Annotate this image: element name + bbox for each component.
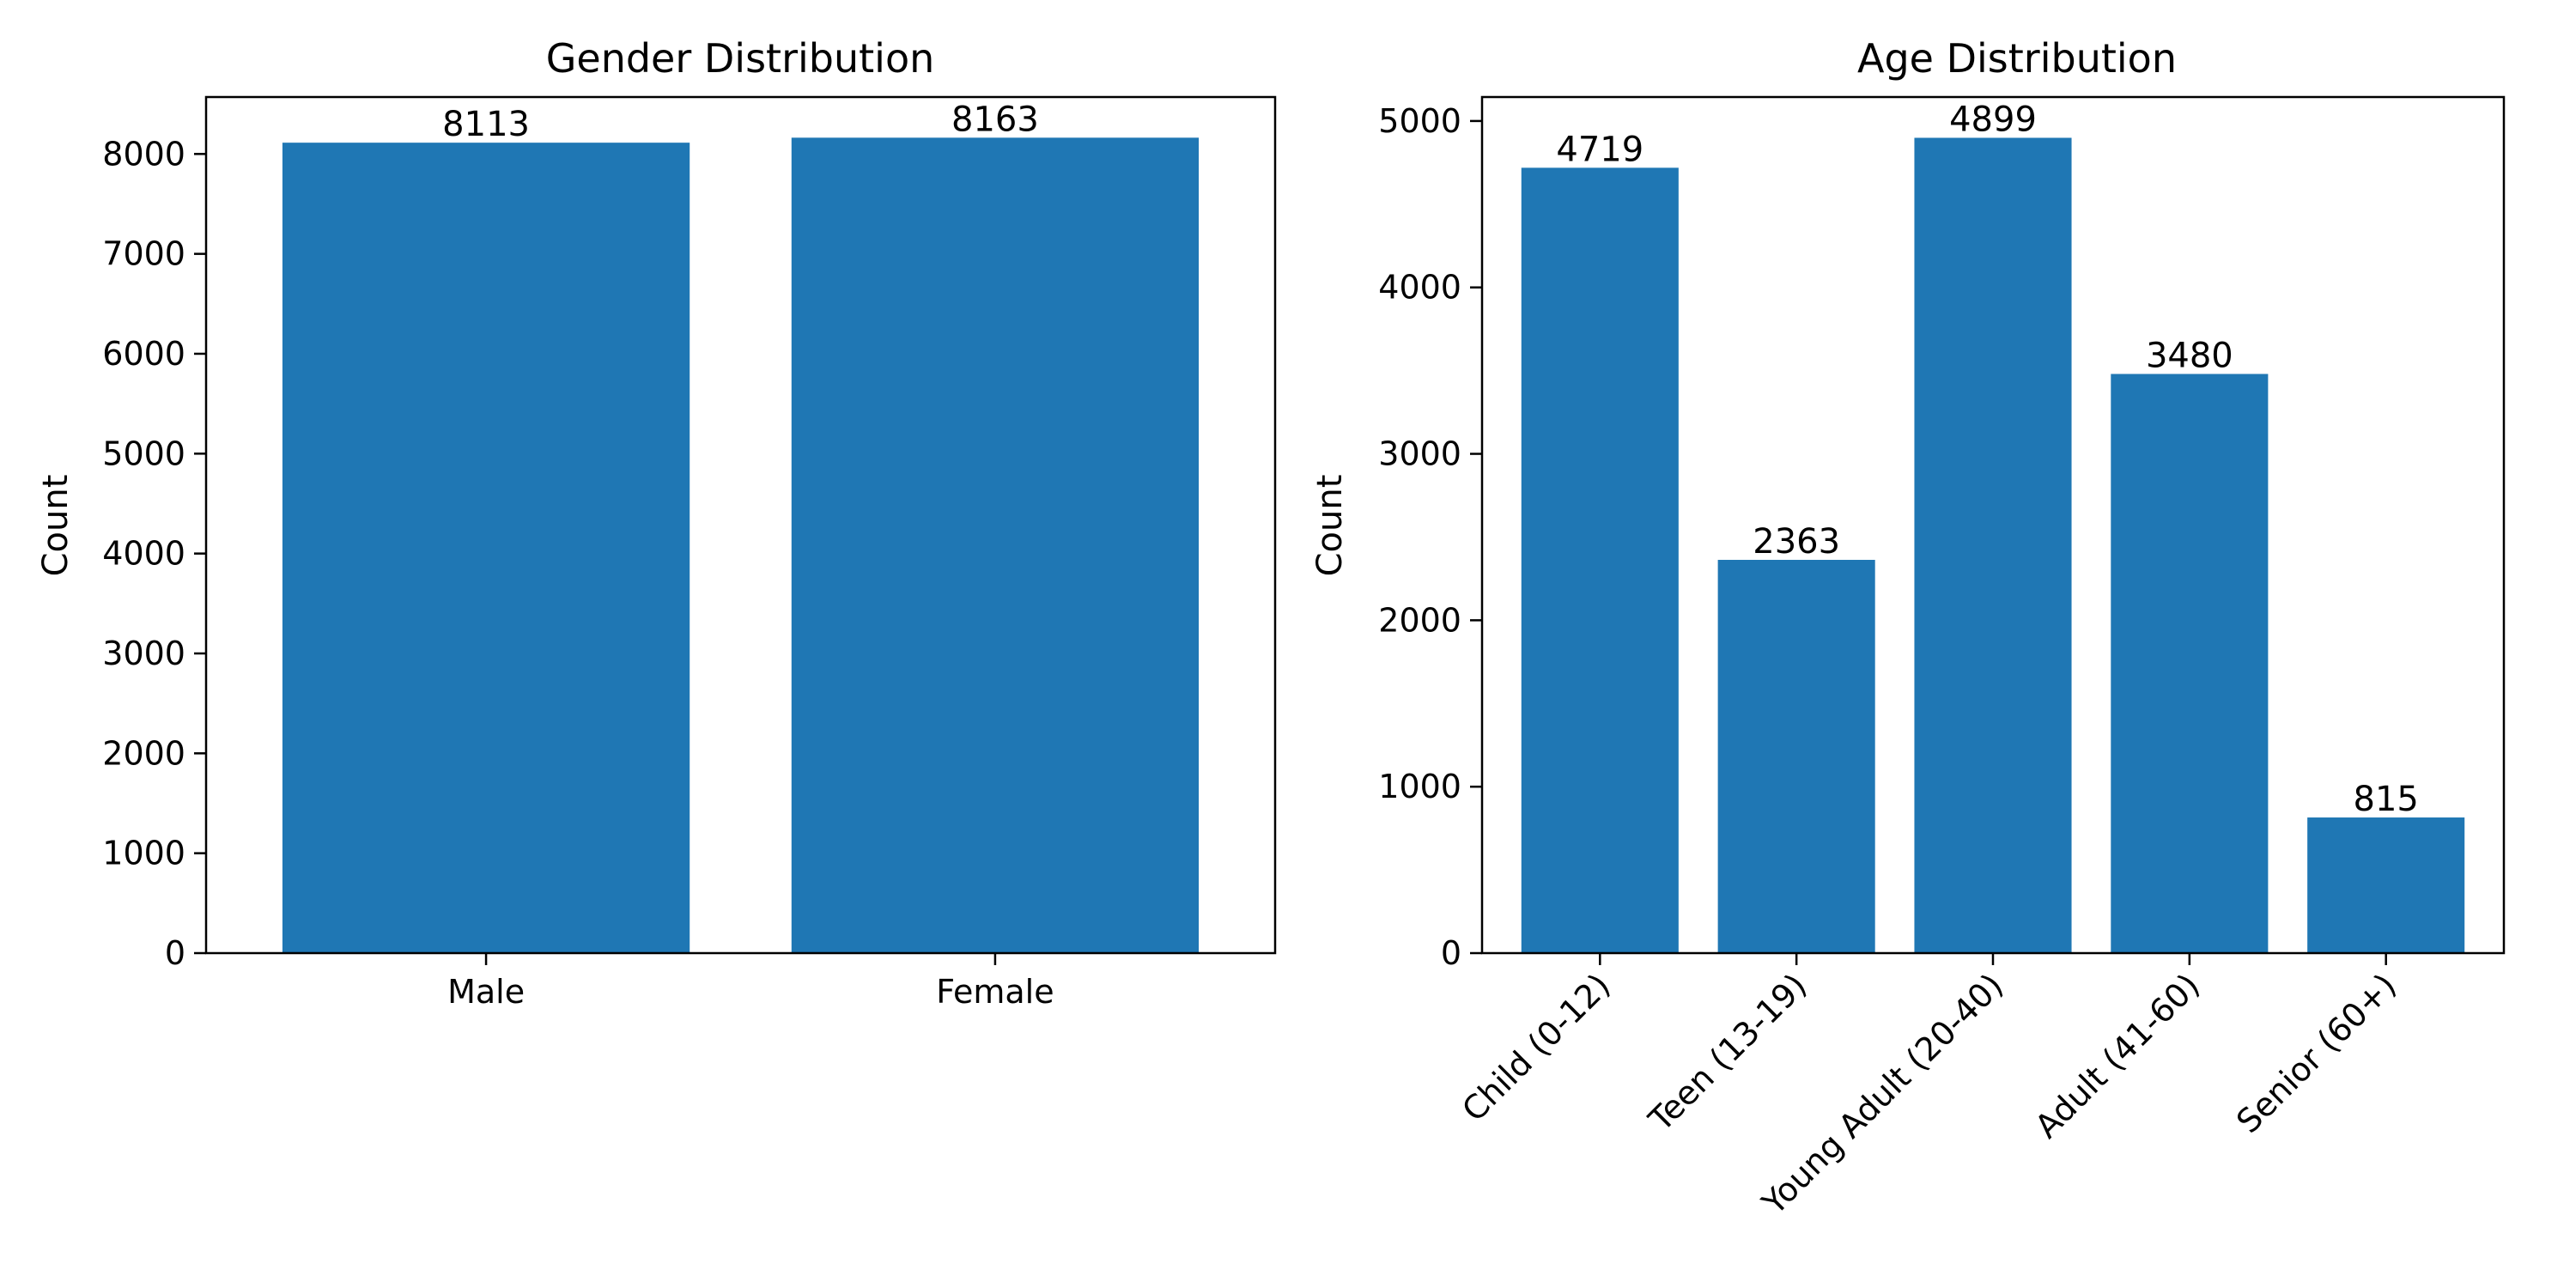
bar-labels: 8113 8163 [442,100,1039,144]
y-tick-label: 3000 [102,635,185,672]
bar [1717,560,1875,953]
y-tick-label: 1000 [102,835,185,872]
y-tick-label: 6000 [102,335,185,373]
y-tick-label: 3000 [1378,435,1461,473]
y-tick-label: 1000 [1378,768,1461,805]
y-tick-label: 7000 [102,235,185,273]
bar [1521,167,1679,953]
y-tick-label: 4000 [102,535,185,573]
bar-value-label: 8113 [442,105,530,144]
y-axis-label: Count [1310,475,1350,577]
y-tick-label: 2000 [102,734,185,772]
chart-title: Age Distribution [1857,35,2177,82]
bar [2307,817,2465,953]
y-tick-label: 4000 [1378,269,1461,307]
bars [1521,137,2465,954]
bar [282,143,690,953]
x-ticks: Male Female [447,953,1054,1011]
y-ticks: 0 1000 2000 3000 4000 5000 6000 7000 8000 [102,135,206,972]
y-tick-label: 0 [165,934,185,972]
y-axis-label: Count [36,475,76,577]
plot-frame [204,95,1277,955]
plot-frame [1480,95,2506,955]
bar-value-label: 815 [2354,780,2419,819]
bar-labels: 4719 2363 4899 3480 815 [1556,100,2418,819]
chart-title: Gender Distribution [546,35,935,82]
gender-chart: Gender Distribution Count 8113 8163 0 1000… [36,35,1277,1011]
bar [2111,374,2269,954]
bar-value-label: 3480 [2146,337,2233,376]
bar [1914,137,2072,953]
bar-value-label: 4719 [1556,130,1643,169]
bar-value-label: 2363 [1753,522,1840,562]
y-ticks: 0 1000 2000 3000 4000 5000 [1378,102,1482,972]
y-tick-label: 5000 [1378,102,1461,140]
y-tick-label: 8000 [102,135,185,173]
bar-value-label: 8163 [951,100,1039,139]
y-tick-label: 2000 [1378,601,1461,639]
x-tick-label: Female [936,973,1054,1011]
x-tick-label: Male [447,973,525,1011]
bars [282,137,1200,954]
y-tick-label: 0 [1441,934,1461,972]
y-tick-label: 5000 [102,434,185,472]
bar-value-label: 4899 [1949,100,2037,139]
bar [791,137,1200,954]
